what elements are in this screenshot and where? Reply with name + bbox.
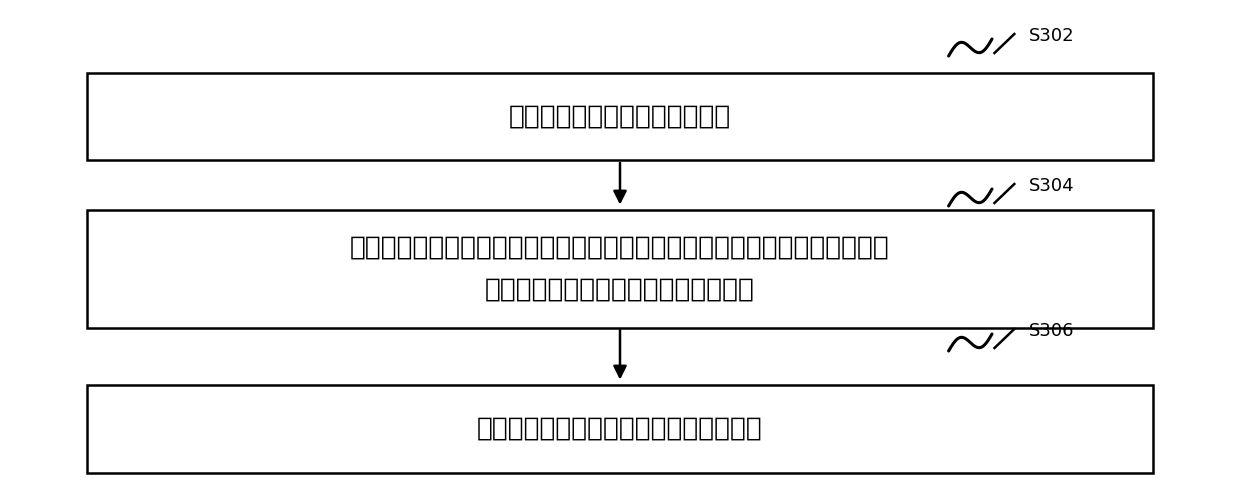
Bar bbox=[87, 210, 1153, 328]
Text: 根据用户标识获取用户理赔信息: 根据用户标识获取用户理赔信息 bbox=[508, 103, 732, 129]
Bar bbox=[87, 385, 1153, 472]
Bar bbox=[87, 72, 1153, 160]
Text: 接收终端从理赔接口上传的理赔影像文件: 接收终端从理赔接口上传的理赔影像文件 bbox=[477, 416, 763, 442]
Text: 调用分流规则集合，遍历分流规则集合为理赔信息匹配相应的分流规则，获取
分流规则对应的理赔接口并返回给终端: 调用分流规则集合，遍历分流规则集合为理赔信息匹配相应的分流规则，获取 分流规则对… bbox=[350, 235, 890, 303]
Text: S302: S302 bbox=[1029, 27, 1075, 45]
Text: S306: S306 bbox=[1029, 322, 1075, 340]
Text: S304: S304 bbox=[1029, 177, 1075, 195]
